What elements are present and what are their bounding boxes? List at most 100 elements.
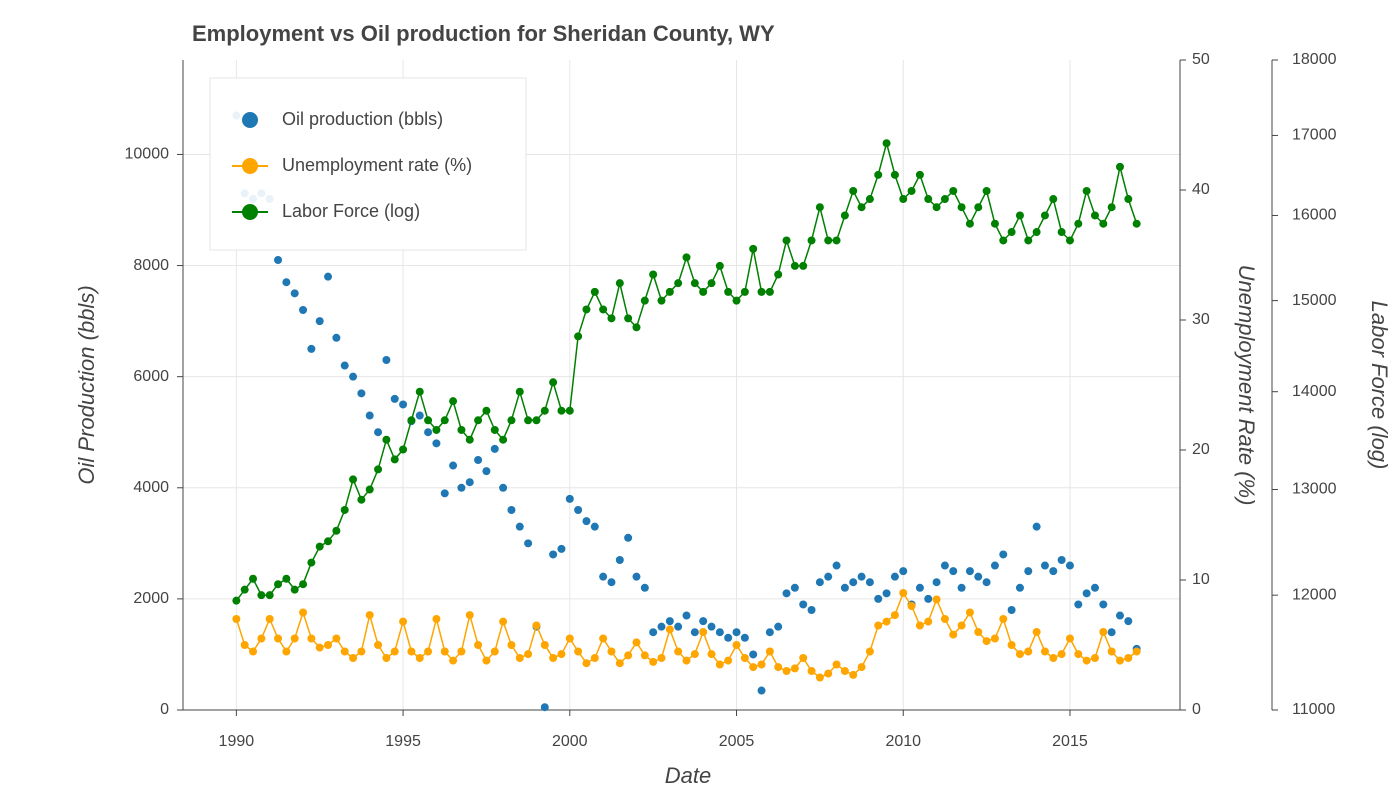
data-point (840, 667, 849, 675)
data-point (590, 654, 599, 662)
y-axis-label: Oil Production (bbls) (74, 285, 99, 484)
x-axis-label: Date (665, 763, 711, 788)
y-tick-label: 2000 (133, 590, 169, 607)
data-point (532, 621, 541, 630)
data-point (507, 641, 516, 649)
data-point (582, 517, 591, 526)
data-point (282, 278, 291, 287)
data-point (240, 641, 249, 649)
x-tick-label: 1995 (385, 733, 421, 750)
data-point (524, 650, 533, 659)
data-point (682, 611, 691, 620)
data-point (1007, 641, 1016, 649)
data-point (674, 622, 683, 631)
data-point (490, 444, 499, 453)
data-point (940, 561, 949, 570)
data-point (515, 654, 524, 662)
chart-title: Employment vs Oil production for Sherida… (192, 21, 775, 46)
data-point (440, 489, 449, 498)
data-point (1090, 654, 1099, 662)
data-point (882, 139, 891, 148)
data-point (332, 526, 341, 535)
data-point (674, 647, 683, 656)
data-point (632, 572, 641, 581)
data-point (607, 647, 616, 656)
data-point (657, 622, 666, 631)
data-point (332, 333, 341, 342)
data-point (582, 659, 591, 668)
data-point (1032, 628, 1041, 636)
y-tick-label: 0 (160, 701, 169, 718)
data-point (882, 589, 891, 598)
y3-tick-label: 15000 (1292, 292, 1337, 309)
x-tick-label: 2005 (719, 733, 755, 750)
data-point (499, 435, 508, 444)
data-point (507, 506, 516, 514)
data-point (999, 236, 1008, 245)
data-point (957, 583, 966, 592)
data-point (1124, 617, 1133, 626)
data-point (1082, 186, 1091, 195)
data-point (332, 634, 341, 643)
y-tick-label: 8000 (133, 257, 169, 274)
data-point (740, 654, 749, 662)
data-point (807, 236, 816, 245)
legend-label: Unemployment rate (%) (282, 155, 472, 175)
data-point (374, 641, 383, 649)
data-point (582, 305, 591, 314)
data-point (457, 647, 466, 656)
data-point (1065, 236, 1074, 245)
data-point (1057, 556, 1066, 564)
data-point (649, 628, 658, 637)
data-point (565, 406, 574, 415)
data-point (615, 279, 624, 288)
data-point (1065, 561, 1074, 570)
data-point (574, 332, 583, 341)
data-point (482, 406, 491, 415)
data-point (440, 416, 449, 425)
data-point (482, 467, 491, 476)
data-point (424, 416, 433, 425)
data-point (707, 622, 716, 631)
data-point (324, 641, 333, 649)
data-point (732, 296, 741, 305)
data-point (890, 572, 899, 581)
data-point (949, 186, 958, 195)
data-point (1024, 647, 1033, 656)
data-point (382, 654, 391, 662)
data-point (990, 634, 999, 643)
data-point (674, 279, 683, 288)
data-point (999, 550, 1008, 559)
data-point (990, 561, 999, 570)
data-point (640, 583, 649, 592)
data-point (815, 673, 824, 682)
data-point (349, 475, 358, 484)
data-point (465, 611, 474, 620)
data-point (1057, 650, 1066, 659)
data-point (632, 638, 641, 647)
data-point (1115, 162, 1124, 171)
data-point (807, 667, 816, 675)
data-point (982, 578, 991, 587)
data-point (365, 485, 374, 494)
data-point (349, 372, 358, 381)
data-point (957, 621, 966, 630)
legend-label: Oil production (bbls) (282, 109, 443, 129)
data-point (365, 611, 374, 620)
data-point (1040, 211, 1049, 220)
data-point (432, 425, 441, 434)
data-point (740, 287, 749, 296)
data-point (615, 556, 624, 564)
data-point (782, 589, 791, 598)
data-point (824, 236, 833, 245)
data-point (724, 287, 733, 296)
data-point (1107, 628, 1116, 637)
data-point (699, 287, 708, 296)
data-point (290, 634, 299, 643)
data-point (590, 287, 599, 296)
data-point (732, 628, 741, 637)
data-point (540, 703, 549, 712)
data-point (407, 416, 416, 425)
data-point (1024, 236, 1033, 245)
data-point (932, 203, 941, 212)
